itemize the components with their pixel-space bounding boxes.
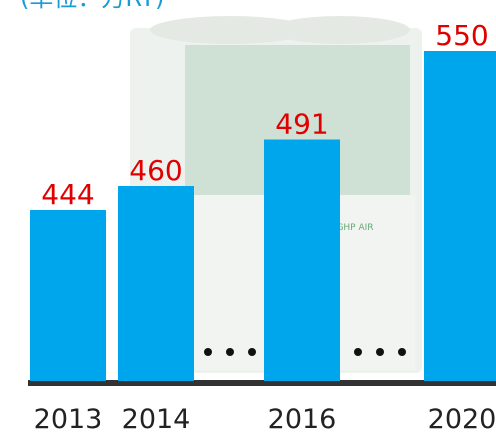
x-tick-label: 2016	[268, 404, 337, 435]
data-label: 550	[435, 19, 488, 52]
bar	[118, 186, 194, 381]
x-tick-label: 2020	[428, 404, 496, 435]
svg-text:GHP AIR: GHP AIR	[336, 223, 373, 233]
x-tick-label: 2014	[122, 404, 191, 435]
data-label: 460	[129, 154, 182, 187]
data-label: 444	[41, 178, 94, 211]
bar	[264, 140, 340, 382]
page: {"chart_data": {"type": "bar", "subtitle…	[0, 0, 496, 436]
data-label: 491	[275, 108, 328, 141]
bar	[30, 210, 106, 381]
x-tick-label: 2013	[34, 404, 103, 435]
chart: GHP AIR (単位：万RT) 444 2013 460 2014 491 2016 55…	[0, 0, 496, 436]
subtitle: (単位：万RT)	[20, 0, 164, 12]
bar	[424, 51, 496, 381]
